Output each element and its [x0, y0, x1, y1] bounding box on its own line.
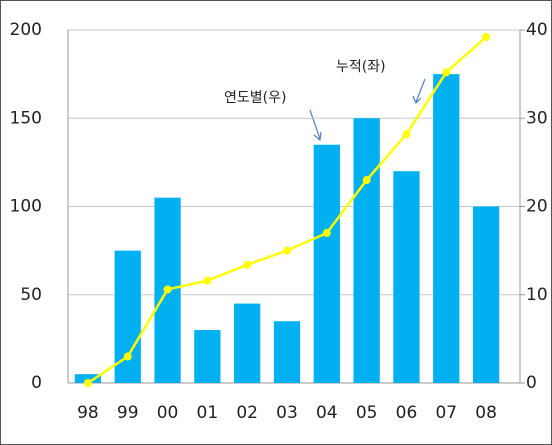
x-tick-label: 03 [276, 403, 298, 423]
line-marker [322, 228, 331, 237]
x-tick-label: 04 [316, 403, 338, 423]
bar [433, 74, 460, 383]
line-marker [83, 379, 92, 387]
bar [472, 206, 500, 383]
bar [273, 321, 301, 383]
annotation-arrow [309, 109, 321, 140]
line-marker [123, 352, 132, 361]
line-marker [402, 130, 411, 139]
bar [74, 374, 102, 383]
line-marker [283, 246, 291, 255]
line-marker [203, 276, 212, 285]
y-tick-label: 0 [31, 373, 42, 393]
y2-tick-label: 0 [526, 373, 537, 393]
x-tick-label: 08 [475, 403, 497, 423]
x-tick-label: 02 [236, 403, 258, 423]
bar [353, 118, 380, 383]
bar [194, 330, 221, 383]
line-annotation: 누적(좌) [336, 59, 386, 75]
line-marker [163, 285, 172, 294]
line-marker [482, 33, 491, 42]
y-tick-label: 50 [20, 285, 42, 305]
x-tick-label: 07 [435, 403, 457, 423]
y-tick-label: 100 [10, 197, 42, 217]
x-tick-label: 00 [157, 403, 179, 423]
x-tick-label: 05 [356, 403, 378, 423]
bar [313, 144, 340, 383]
annotation-arrow [415, 78, 426, 103]
bar [393, 171, 420, 383]
x-tick-label: 99 [117, 403, 139, 423]
y2-tick-label: 10 [526, 285, 548, 305]
y2-tick-label: 30 [526, 108, 548, 128]
y-tick-label: 200 [10, 20, 42, 40]
x-tick-label: 98 [77, 403, 99, 423]
x-tick-label: 01 [197, 403, 219, 423]
line-marker [243, 260, 252, 269]
line-marker [442, 68, 451, 77]
y-tick-label: 150 [10, 108, 42, 128]
annotation-arrowhead [412, 95, 422, 105]
bar-annotation: 연도별(우) [224, 90, 286, 106]
x-tick-label: 06 [396, 403, 418, 423]
annotation-arrowhead [313, 131, 322, 142]
y2-tick-label: 40 [526, 20, 548, 40]
bar [234, 303, 261, 383]
y2-tick-label: 20 [526, 197, 548, 217]
line-marker [362, 176, 371, 185]
